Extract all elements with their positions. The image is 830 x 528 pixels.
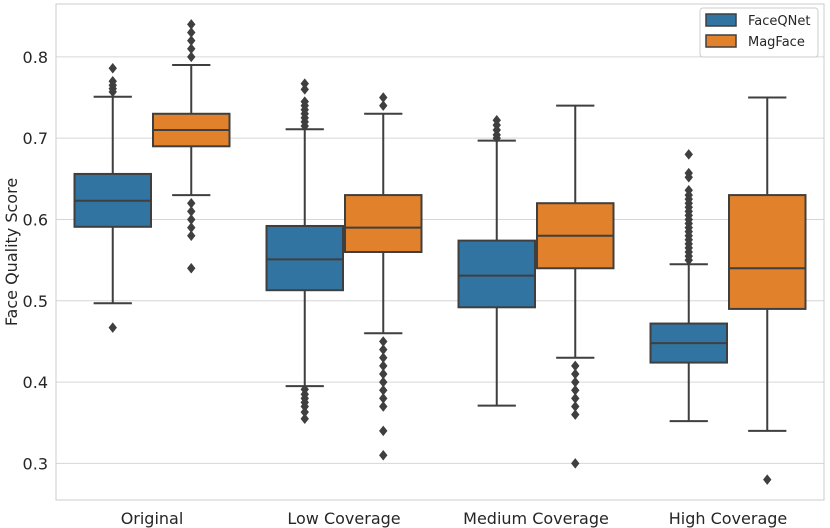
outlier-point — [187, 43, 196, 54]
box-magface-1 — [344, 92, 423, 461]
outlier-point — [379, 92, 388, 103]
y-tick-label: 0.8 — [23, 48, 48, 67]
outlier-point — [571, 401, 580, 412]
outlier-point — [300, 406, 309, 418]
boxes — [73, 19, 807, 485]
outlier-point — [187, 206, 196, 217]
outlier-point — [379, 100, 388, 111]
plot-area-frame — [55, 3, 825, 501]
outlier-point — [571, 368, 580, 380]
box-iqr — [728, 194, 807, 310]
box-faceqnet-3 — [649, 149, 728, 423]
outlier-point — [108, 322, 117, 333]
x-axis-ticks: Original Low Coverage Medium Coverage High … — [121, 509, 788, 528]
outlier-point — [763, 474, 772, 485]
outlier-point — [187, 35, 196, 46]
outlier-point — [187, 19, 196, 30]
outlier-point — [187, 230, 196, 241]
outlier-point — [684, 254, 693, 266]
outlier-point — [187, 51, 196, 63]
legend-swatch-magface — [705, 34, 737, 48]
y-tick-label: 0.3 — [23, 454, 48, 473]
outlier-point — [379, 336, 388, 347]
legend-swatch-faceqnet — [705, 13, 737, 27]
outlier-point — [379, 360, 388, 372]
outlier-point — [300, 84, 309, 95]
box-iqr — [344, 194, 423, 254]
y-axis-title: Face Quality Score — [2, 178, 21, 326]
x-tick-label: Medium Coverage — [463, 509, 609, 528]
outlier-point — [187, 222, 196, 233]
outlier-point — [684, 171, 693, 183]
box-faceqnet-0 — [73, 62, 152, 333]
x-tick-label: High Coverage — [669, 509, 788, 528]
outlier-point — [571, 409, 580, 420]
outlier-point — [300, 78, 309, 89]
outlier-point — [108, 86, 117, 98]
outlier-point — [187, 197, 196, 209]
outlier-point — [571, 458, 580, 469]
outlier-point — [300, 413, 309, 424]
box-magface-0 — [152, 19, 231, 274]
outlier-point — [379, 393, 388, 404]
outlier-point — [108, 62, 117, 74]
y-tick-label: 0.5 — [23, 292, 48, 311]
outlier-point — [571, 384, 580, 396]
y-tick-label: 0.7 — [23, 129, 48, 148]
box-faceqnet-2 — [457, 115, 536, 407]
outlier-point — [571, 393, 580, 404]
outlier-point — [300, 120, 309, 132]
outlier-point — [571, 360, 580, 372]
outlier-point — [492, 132, 501, 144]
y-tick-label: 0.4 — [23, 373, 48, 392]
legend[interactable]: FaceQNet MagFace — [699, 7, 819, 58]
outlier-point — [379, 344, 388, 355]
outlier-point — [571, 376, 580, 388]
x-tick-label: Original — [121, 509, 184, 528]
box-iqr — [457, 239, 536, 309]
box-iqr — [265, 224, 344, 292]
legend-label-faceqnet: FaceQNet — [748, 14, 810, 29]
box-faceqnet-1 — [265, 78, 344, 424]
box-magface-3 — [728, 96, 807, 485]
outlier-point — [379, 376, 388, 388]
y-axis-ticks: 0.3 0.4 0.5 0.6 0.7 0.8 — [23, 48, 48, 474]
legend-label-magface: MagFace — [748, 35, 805, 50]
outlier-point — [300, 401, 309, 412]
outlier-point — [379, 401, 388, 412]
outlier-point — [187, 214, 196, 225]
outlier-point — [187, 263, 196, 274]
outlier-point — [379, 450, 388, 461]
box-magface-2 — [536, 104, 615, 469]
outlier-point — [379, 384, 388, 396]
outlier-point — [379, 352, 388, 363]
outlier-point — [187, 27, 196, 38]
y-tick-label: 0.6 — [23, 210, 48, 229]
outlier-point — [379, 368, 388, 380]
x-tick-label: Low Coverage — [287, 509, 400, 528]
outlier-point — [379, 425, 388, 437]
outlier-point — [684, 149, 693, 160]
